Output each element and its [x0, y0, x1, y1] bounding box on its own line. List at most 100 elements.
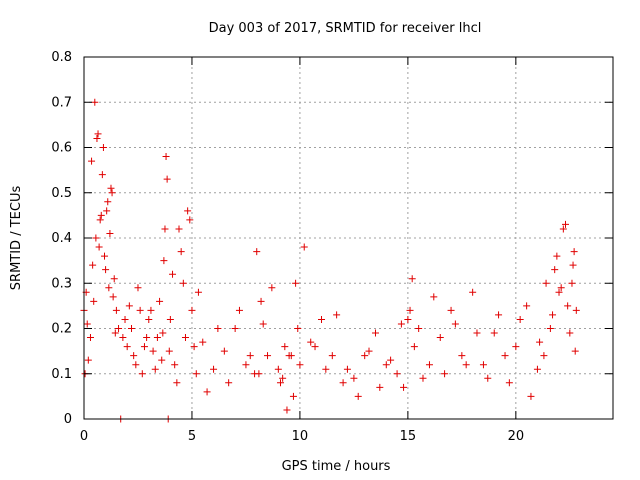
y-tick-label: 0.1	[51, 367, 72, 382]
x-tick-label: 0	[80, 429, 88, 444]
data-point	[540, 352, 548, 360]
data-point	[214, 325, 222, 332]
data-point	[165, 347, 173, 355]
data-point	[92, 234, 100, 242]
x-tick-label: 15	[400, 429, 417, 444]
data-point	[419, 374, 427, 382]
data-point	[400, 383, 408, 391]
data-point	[98, 171, 106, 179]
data-point	[111, 329, 119, 337]
data-point	[89, 261, 97, 269]
data-point	[171, 361, 179, 369]
y-tick-label: 0.7	[51, 95, 72, 110]
data-point	[546, 325, 554, 332]
data-point	[190, 343, 198, 351]
data-point	[533, 365, 541, 373]
data-point	[173, 379, 181, 387]
data-point	[130, 352, 138, 360]
data-point	[365, 347, 373, 355]
data-point	[268, 284, 276, 292]
data-point	[292, 279, 300, 287]
data-point	[94, 130, 102, 138]
data-point	[199, 338, 207, 346]
data-point	[495, 311, 503, 319]
data-point	[119, 334, 127, 342]
data-point	[557, 284, 565, 292]
data-point	[561, 220, 569, 228]
data-point	[91, 98, 99, 106]
data-point	[559, 225, 567, 233]
data-point	[490, 329, 498, 337]
data-point	[447, 306, 455, 314]
data-point	[259, 320, 267, 328]
data-point	[311, 343, 319, 351]
data-point	[153, 334, 161, 342]
data-point	[121, 315, 129, 323]
data-point	[194, 288, 202, 296]
data-point	[88, 157, 96, 165]
y-tick-label: 0.3	[51, 276, 72, 291]
data-point	[175, 225, 183, 233]
data-point	[430, 293, 438, 301]
data-points	[80, 98, 580, 423]
y-tick-label: 0	[64, 412, 72, 427]
data-point	[169, 270, 177, 278]
data-point	[102, 266, 110, 274]
data-point	[160, 257, 168, 265]
data-point	[231, 325, 239, 332]
data-point	[110, 275, 118, 283]
data-point	[397, 320, 405, 328]
data-point	[569, 261, 577, 269]
data-point	[156, 297, 164, 305]
chart-title: Day 003 of 2017, SRMTID for receiver lhc…	[209, 21, 482, 36]
data-point	[103, 207, 111, 215]
data-point	[542, 279, 550, 287]
data-point	[376, 383, 384, 391]
data-point	[107, 184, 115, 192]
data-point	[108, 189, 116, 197]
data-point	[441, 370, 449, 378]
data-point	[294, 325, 302, 332]
y-tick-label: 0.8	[51, 50, 72, 65]
data-point	[501, 352, 509, 360]
data-point	[210, 365, 218, 373]
data-point	[568, 279, 576, 287]
data-point	[318, 315, 326, 323]
data-point	[276, 379, 284, 387]
data-point	[184, 207, 192, 215]
data-point	[253, 248, 261, 256]
y-tick-label: 0.2	[51, 322, 72, 337]
data-point	[220, 347, 228, 355]
data-point	[505, 379, 513, 387]
data-point	[181, 334, 189, 342]
data-point	[307, 338, 315, 346]
data-point	[451, 320, 459, 328]
data-point	[523, 302, 531, 310]
data-point	[469, 288, 477, 296]
data-point	[179, 279, 187, 287]
data-point	[125, 302, 133, 310]
data-point	[257, 297, 265, 305]
data-point	[458, 352, 466, 360]
data-point	[387, 356, 395, 364]
data-point	[283, 406, 291, 414]
data-point	[90, 297, 98, 305]
data-point	[188, 306, 196, 314]
data-point	[281, 343, 289, 351]
data-point	[339, 379, 347, 387]
data-point	[97, 211, 105, 219]
data-point	[527, 392, 535, 400]
data-point	[242, 361, 250, 369]
data-point	[410, 343, 418, 351]
plot-frame	[83, 56, 614, 420]
grid	[84, 57, 613, 419]
data-point	[83, 320, 91, 328]
data-point	[354, 392, 362, 400]
data-point	[570, 248, 578, 256]
data-point	[564, 302, 572, 310]
data-point	[436, 334, 444, 342]
data-point	[99, 144, 107, 151]
data-point	[192, 370, 200, 378]
x-axis-label: GPS time / hours	[282, 459, 391, 474]
data-point	[415, 325, 423, 332]
